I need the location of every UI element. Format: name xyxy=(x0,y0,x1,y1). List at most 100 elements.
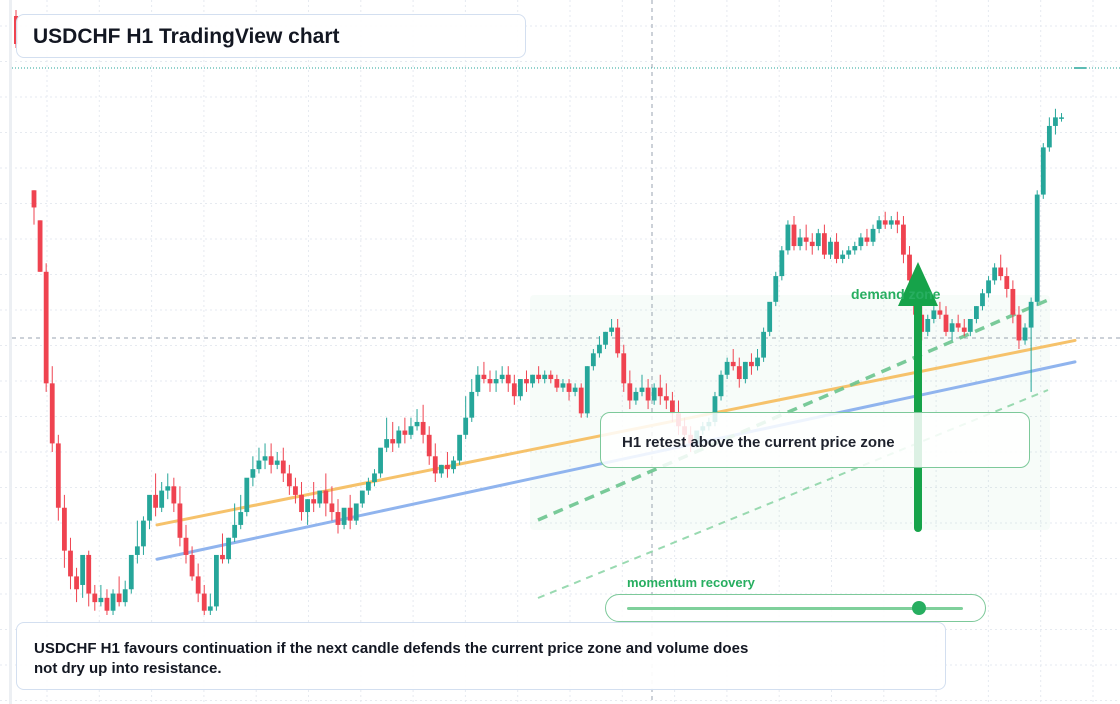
candle xyxy=(779,246,785,281)
candle-body xyxy=(378,447,383,474)
candle-body xyxy=(55,443,61,508)
candle-body xyxy=(426,434,432,457)
candle xyxy=(560,379,566,392)
chart-title: USDCHF H1 TradingView chart xyxy=(33,25,340,48)
candle xyxy=(530,374,535,388)
candle xyxy=(110,589,116,615)
candle xyxy=(414,409,420,431)
candle xyxy=(372,469,377,487)
candle xyxy=(220,533,225,564)
candle xyxy=(657,374,663,405)
candle-body xyxy=(414,421,420,427)
candle xyxy=(584,366,590,418)
candle xyxy=(876,216,882,234)
candle-body xyxy=(560,383,566,388)
candle xyxy=(888,216,894,229)
candle-body xyxy=(986,280,991,294)
candle xyxy=(147,494,152,530)
candle xyxy=(122,580,128,607)
candle-body xyxy=(718,374,724,397)
candle-body xyxy=(955,323,961,328)
candle xyxy=(986,276,991,298)
candle-body xyxy=(937,310,943,315)
candle xyxy=(761,327,766,362)
candle xyxy=(305,499,310,525)
candle xyxy=(651,383,657,405)
candle xyxy=(238,494,244,530)
candle-body xyxy=(207,606,213,611)
candle-body xyxy=(590,353,596,367)
candle xyxy=(955,314,961,332)
candle-body xyxy=(92,593,98,603)
candle xyxy=(98,584,104,607)
footer-note-box: USDCHF H1 favours continuation if the ne… xyxy=(16,622,946,690)
candle xyxy=(858,233,864,251)
candle-body xyxy=(870,228,876,242)
candle-body xyxy=(639,387,645,392)
candle-body xyxy=(773,276,779,302)
momentum-slider-track[interactable] xyxy=(627,607,963,610)
candle xyxy=(901,216,906,264)
candle-body xyxy=(177,503,183,538)
candle xyxy=(493,370,499,392)
candle-body xyxy=(894,220,900,225)
candle-body xyxy=(1028,301,1034,328)
candle xyxy=(451,456,456,474)
momentum-slider-thumb[interactable] xyxy=(912,601,927,615)
candle-body xyxy=(183,537,189,555)
candle xyxy=(62,494,67,568)
candle xyxy=(1046,117,1052,152)
candle-body xyxy=(37,220,43,272)
candle xyxy=(566,379,572,401)
candle-body xyxy=(68,550,73,577)
candle-body xyxy=(141,520,146,547)
candle-body xyxy=(165,486,171,491)
candle-body xyxy=(584,366,590,414)
candle xyxy=(615,318,621,358)
candle-body xyxy=(998,267,1004,277)
candle xyxy=(274,451,280,470)
candle-body xyxy=(134,546,140,555)
candle xyxy=(846,246,852,259)
candle xyxy=(74,567,79,603)
candle-body xyxy=(201,593,207,611)
candle-body xyxy=(615,327,621,354)
candle xyxy=(256,447,262,474)
candle xyxy=(475,366,481,397)
candle xyxy=(1028,297,1034,392)
candle-body xyxy=(815,233,821,247)
candle-body xyxy=(888,220,894,225)
candle-body xyxy=(244,477,250,513)
candle xyxy=(524,370,529,392)
candle-body xyxy=(524,379,529,384)
candle-body xyxy=(347,507,353,521)
candle xyxy=(998,254,1004,281)
candle-body xyxy=(445,464,450,470)
candle xyxy=(834,233,839,264)
candle-body xyxy=(974,306,979,319)
candle xyxy=(974,306,979,324)
candle-body xyxy=(43,271,49,384)
candle xyxy=(499,366,505,384)
candle xyxy=(803,224,809,251)
candle xyxy=(633,387,639,405)
candle xyxy=(469,379,475,422)
candle xyxy=(347,494,353,530)
candle xyxy=(864,228,870,247)
candle xyxy=(925,314,931,337)
candle-body xyxy=(822,233,827,255)
candle-body xyxy=(49,383,55,444)
candle-body xyxy=(742,361,748,380)
candle-body xyxy=(724,361,730,375)
momentum-slider[interactable] xyxy=(605,594,986,622)
candle-body xyxy=(86,554,92,594)
candle xyxy=(882,211,888,229)
candle xyxy=(323,473,329,517)
candle xyxy=(554,374,560,392)
candle-body xyxy=(122,589,128,603)
candle-body xyxy=(311,499,317,504)
candle xyxy=(840,250,846,264)
candle-body xyxy=(1010,288,1016,315)
